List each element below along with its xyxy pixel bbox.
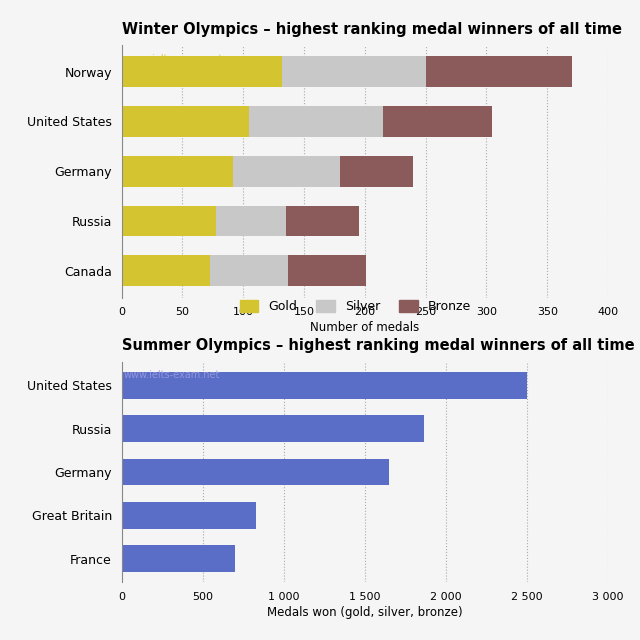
Bar [122, 545, 235, 572]
Text: www.ielts-exam.net: www.ielts-exam.net [127, 54, 223, 64]
Bar [122, 106, 249, 137]
Bar [122, 458, 389, 486]
Bar [340, 156, 413, 187]
Bar [285, 205, 358, 236]
Legend: Gold, Silver, Bronze: Gold, Silver, Bronze [235, 295, 476, 318]
Bar [249, 106, 383, 137]
Bar [122, 56, 282, 87]
Bar [282, 56, 426, 87]
Bar [122, 205, 216, 236]
Bar [122, 372, 527, 399]
X-axis label: Medals won (gold, silver, bronze): Medals won (gold, silver, bronze) [267, 606, 463, 620]
Bar [426, 56, 572, 87]
Bar [216, 205, 285, 236]
Text: Summer Olympics – highest ranking medal winners of all time: Summer Olympics – highest ranking medal … [122, 339, 634, 353]
Text: www.ielts-exam.net: www.ielts-exam.net [124, 370, 220, 380]
Bar [383, 106, 493, 137]
Bar [122, 502, 256, 529]
Bar [122, 415, 424, 442]
Text: Winter Olympics – highest ranking medal winners of all time: Winter Olympics – highest ranking medal … [122, 22, 621, 36]
X-axis label: Number of medals: Number of medals [310, 321, 419, 335]
Bar [234, 156, 340, 187]
Bar [122, 156, 234, 187]
Bar [211, 255, 288, 286]
Bar [122, 255, 211, 286]
Bar [288, 255, 366, 286]
